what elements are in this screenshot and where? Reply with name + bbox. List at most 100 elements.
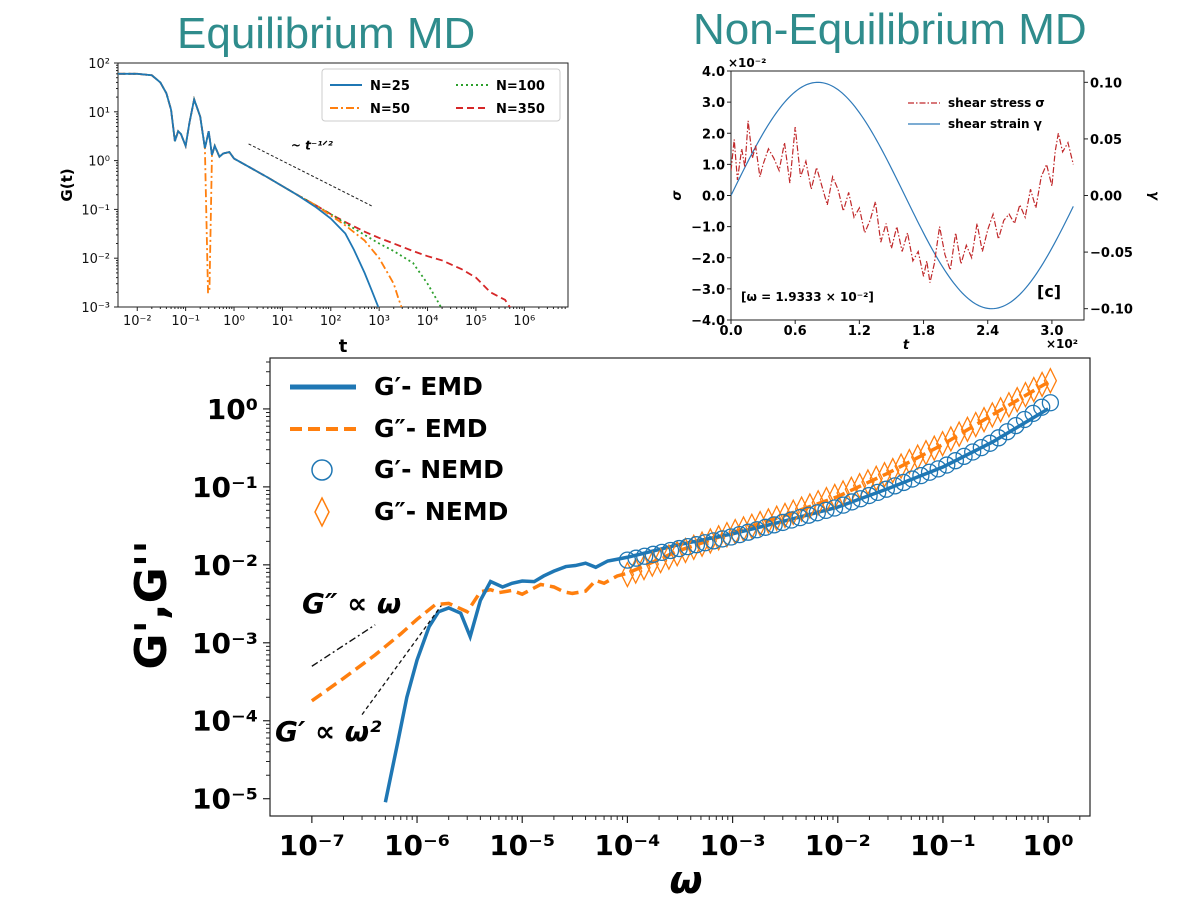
emd-ytick-label: 10⁻¹ [81,203,110,218]
nemd-legend-label: shear strain γ [948,117,1042,131]
nemd-gp-marker [989,429,1008,447]
nemd-gp-marker [644,545,662,563]
nemd-ytick-label: 2.0 [702,127,725,142]
nemd-gpp-marker [869,464,883,492]
nemd-gpp-marker [786,498,801,526]
emd-xtick-label: 10⁻¹ [171,314,200,329]
nemd-gp-marker [869,483,887,502]
modulus-series-gpp-emd [310,380,1050,703]
nemd-gpp-marker [969,411,983,438]
nemd-ytick-right-label: −0.10 [1090,303,1133,318]
nemd-gpp-marker [670,540,684,568]
nemd-panel-label: [c] [1037,282,1061,301]
nemd-gp-marker [834,496,852,514]
nemd-gp-marker [877,480,896,498]
nemd-series-group [731,81,1074,310]
nemd-ytick-right-label: 0.00 [1090,190,1122,205]
nemd-gp-marker [860,486,878,505]
nemd-gpp-marker [794,495,809,523]
nemd-xtick-label: 3.0 [1040,324,1063,339]
modulus-xtick-label: 10⁻¹ [910,829,976,862]
nemd-gp-marker [946,452,965,470]
nemd-gpp-marker [977,406,991,434]
nemd-gp-marker [765,516,783,534]
nemd-gp-marker [1041,394,1060,412]
emd-ytick-label: 10⁻² [81,252,110,267]
nemd-gp-marker [618,551,637,569]
nemd-gp-marker [782,511,801,529]
modulus-ytick-label: 10⁰ [207,393,258,426]
nemd-gp-marker [1024,404,1042,423]
nemd-gpp-marker [886,457,900,484]
emd-xtick-label: 10⁰ [223,314,245,329]
nemd-ytick-right-label: 0.10 [1090,76,1122,91]
nemd-gp-marker [661,541,680,560]
nemd-gp-marker [903,470,921,488]
nemd-gpp-marker [1027,376,1041,403]
nemd-ytick-label: −3.0 [691,283,725,298]
nemd-gpp-marker [852,472,867,500]
modulus-xtick-label: 10⁻⁶ [384,829,450,862]
emd-ytick-label: 10⁰ [88,155,110,170]
modulus-xtick-label: 10⁻⁴ [594,829,660,862]
modulus-xlabel: ω [669,858,702,900]
modulus-ytick-label: 10⁻³ [192,627,258,660]
nemd-gpp-marker [894,452,908,480]
nemd-gpp-marker [620,561,635,589]
nemd-gp-marker [808,504,826,522]
nemd-gp-marker [998,423,1016,441]
nemd-gp-marker [722,528,740,546]
nemd-gp-marker [791,508,809,527]
nemd-gp-marker [756,518,775,536]
emd-ytick-label: 10⁻³ [81,301,110,316]
nemd-gpp-marker [993,396,1008,424]
nemd-stress-strain-chart: 0.0 0.6 1.2 1.8 2.4 3.0 −4.0 −3.0 −2.0 −1.0 0.0 1.0… [670,56,1161,353]
modulus-legend-label: G′- NEMD [374,455,504,484]
nemd-gpp-marker [985,401,1000,429]
nemd-gpp-marker [678,536,693,564]
nemd-gpp-marker [1002,391,1016,419]
modulus-legend: G′- EMD G″- EMD G′- NEMD G″- NEMD [290,372,508,528]
nemd-xtick-label: 2.4 [976,324,999,339]
nemd-gpp-marker [960,415,975,443]
nemd-gpp-marker [1043,367,1058,395]
modulus-legend-label: G″- EMD [374,414,487,443]
nemd-gpp-marker [778,501,792,529]
modulus-xtick-label: 10⁻⁵ [489,829,555,862]
nemd-gp-marker [730,525,749,544]
nemd-ytick-label: 0.0 [702,190,725,205]
nemd-gp-marker [800,506,818,524]
nemd-gpp-marker [935,430,950,458]
nemd-ytick-label: −1.0 [691,221,725,236]
nemd-ylabel-right: γ [1146,191,1161,201]
legend-swatch-gpp-nemd [314,496,330,528]
modulus-xtick-label: 10⁻² [805,829,871,862]
nemd-gpp-marker [1035,370,1049,398]
modulus-ytick-label: 10⁻⁴ [192,705,258,738]
emd-series-n25 [118,72,380,307]
nemd-gp-marker [825,499,844,517]
nemd-gpp-marker [836,479,850,507]
nemd-gpp-marker [1010,386,1024,414]
nemd-gp-marker [929,460,947,478]
nemd-xtick-label: 0.0 [719,324,742,339]
nemd-xlabel: t [903,338,910,353]
emd-legend-label: N=25 [370,79,410,94]
emd-ylabel: G(t) [58,168,76,201]
emd-ytick-label: 10¹ [88,106,110,121]
nemd-gp-marker [739,523,757,541]
nemd-gp-marker [964,443,982,461]
nemd-gp-marker [1033,398,1051,416]
nemd-gp-marker [851,490,870,508]
modulus-series-gp-nemd [618,394,1060,569]
emd-legend: N=25 N=50 N=100 N=350 [321,68,561,122]
gpp-slope-line [311,624,376,667]
emd-xtick-label: 10² [320,314,342,329]
nemd-ytick-label: 3.0 [702,96,725,111]
nemd-gpp-marker [877,461,892,489]
modulus-ytick-label: 10⁻¹ [192,471,258,504]
gpp-slope-annotation: G″ ∝ ω [302,587,401,620]
nemd-gp-marker [894,473,913,492]
modulus-series-group [310,367,1060,803]
